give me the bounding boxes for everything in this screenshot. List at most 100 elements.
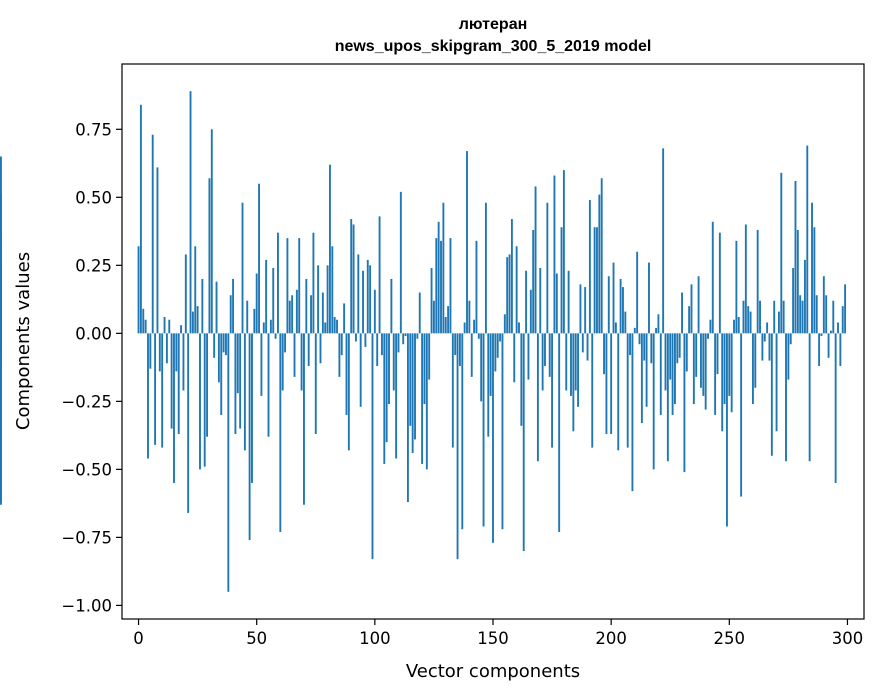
bar-214 [643, 333, 646, 361]
bar-29 [206, 333, 209, 437]
bar-109 [395, 333, 398, 459]
bar-210 [633, 327, 636, 334]
bar-90 [350, 219, 353, 334]
bar-113 [404, 333, 407, 337]
bar-57 [272, 268, 275, 334]
bar-201 [612, 262, 615, 334]
bar-157 [508, 254, 511, 334]
bar-217 [650, 333, 653, 364]
bar-172 [544, 333, 546, 366]
bar-6 [151, 134, 154, 334]
y-tick-label: −0.75 [61, 528, 112, 547]
bar-78 [321, 292, 324, 334]
bar-26 [199, 333, 201, 470]
bar-72 [307, 333, 310, 366]
bar-233 [688, 306, 691, 334]
bar-137 [461, 333, 464, 530]
bar-154 [501, 333, 504, 530]
bar-56 [269, 319, 272, 334]
bar-280 [799, 295, 802, 334]
bar-7 [154, 333, 157, 445]
bar-95 [362, 270, 364, 334]
bar-270 [775, 333, 778, 432]
bar-200 [610, 333, 613, 434]
bar-291 [825, 295, 828, 334]
bar-117 [414, 333, 416, 440]
bar-12 [165, 333, 168, 364]
bar-254 [737, 317, 740, 334]
bar-288 [818, 333, 821, 366]
bar-260 [751, 333, 754, 405]
bar-74 [312, 232, 315, 334]
bar-50 [255, 273, 258, 334]
bar-268 [770, 333, 773, 456]
bar-232 [685, 333, 688, 372]
bar-102 [378, 216, 381, 334]
bar-315 [0, 235, 2, 334]
bar-138 [463, 322, 466, 334]
bar-167 [532, 229, 535, 334]
bar-93 [357, 254, 360, 334]
bar-225 [669, 333, 672, 380]
x-tick-label: 50 [246, 629, 267, 648]
bar-188 [581, 333, 584, 353]
bar-27 [201, 278, 204, 334]
bar-189 [584, 287, 587, 334]
bar-122 [425, 333, 428, 470]
bar-224 [666, 333, 669, 462]
bar-161 [518, 322, 520, 334]
bar-179 [560, 227, 563, 334]
bar-43 [239, 333, 242, 429]
y-axis-label: Components values [13, 252, 34, 430]
bar-216 [648, 262, 650, 334]
bar-251 [730, 333, 733, 413]
bar-174 [548, 333, 551, 377]
bar-19 [182, 333, 185, 391]
bar-211 [636, 251, 639, 334]
bar-261 [754, 333, 757, 388]
bar-9 [158, 333, 161, 372]
bar-41 [234, 333, 237, 434]
bar-230 [681, 292, 683, 334]
bar-63 [286, 238, 289, 334]
bar-71 [305, 278, 308, 334]
bar-31 [210, 129, 213, 334]
bar-59 [277, 232, 279, 334]
bar-28 [203, 333, 206, 467]
bar-207 [626, 333, 629, 448]
bar-240 [704, 333, 707, 410]
bar-0 [137, 246, 140, 334]
bar-166 [529, 289, 532, 334]
bar-198 [605, 333, 608, 434]
bar-265 [763, 333, 766, 342]
bar-242 [709, 319, 712, 334]
bar-127 [437, 221, 440, 334]
bar-292 [827, 333, 830, 358]
bar-177 [555, 273, 558, 334]
bar-275 [787, 333, 790, 380]
bar-205 [622, 287, 624, 334]
bar-73 [310, 295, 312, 334]
y-tick-label: −0.50 [61, 460, 112, 479]
bar-282 [803, 259, 806, 334]
bar-287 [815, 295, 818, 334]
bar-120 [421, 333, 424, 464]
y-tick-label: 0.00 [75, 324, 112, 343]
bar-297 [839, 333, 842, 366]
bar-257 [744, 224, 747, 334]
bar-40 [232, 278, 235, 334]
bar-108 [392, 333, 395, 391]
bar-236 [695, 333, 698, 377]
bar-146 [482, 333, 485, 527]
bar-128 [440, 240, 442, 334]
bar-235 [692, 333, 695, 405]
bar-190 [586, 333, 589, 361]
bar-11 [163, 317, 166, 334]
x-axis-ticks: 0 50 100 150 200 250 300 [133, 619, 863, 648]
bar-24 [194, 246, 197, 334]
bar-132 [449, 238, 452, 334]
bar-46 [246, 300, 249, 334]
bar-16 [175, 333, 178, 372]
bar-34 [217, 333, 220, 383]
bar-45 [243, 333, 246, 451]
